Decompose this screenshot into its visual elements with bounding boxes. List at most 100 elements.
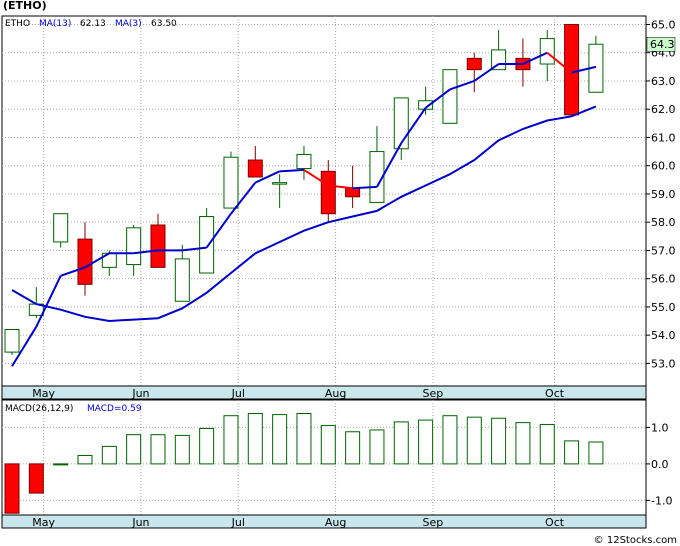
chart-title: (ETHO) — [3, 0, 47, 12]
ma3-segment — [546, 51, 573, 74]
macd-xtick-label: Sep — [423, 516, 444, 529]
candle — [223, 151, 239, 209]
candle — [564, 23, 580, 116]
macd-x-strip — [1, 514, 647, 529]
price-ytick-label: 65.0 — [651, 18, 676, 31]
candle-body — [564, 23, 580, 116]
legend-ma13-label: MA(13) — [39, 19, 71, 29]
macd-bar — [418, 419, 434, 465]
macd-legend-value: MACD=0.59 — [87, 404, 142, 414]
candle — [53, 213, 69, 248]
ma3-segment — [133, 249, 159, 255]
last-price-box — [646, 36, 676, 52]
price-ytick-label: 53.0 — [651, 357, 676, 370]
legend-ma3-label: MA(3) — [115, 19, 142, 29]
ma13-line — [11, 105, 597, 323]
macd-bar — [247, 413, 263, 465]
candle — [369, 126, 385, 203]
ma3-segment — [230, 182, 257, 215]
macd-ytick-label: -1.0 — [651, 494, 672, 507]
candle-body — [77, 238, 93, 285]
candles — [4, 23, 604, 355]
candle-body — [320, 170, 336, 215]
ma3-segment — [473, 63, 500, 82]
macd-bar — [296, 413, 312, 465]
macd-ytick-label: 1.0 — [651, 421, 669, 434]
ma3-segment — [60, 266, 86, 277]
candle — [272, 174, 288, 209]
macd-xtick-label: Jun — [131, 516, 149, 529]
macd-bar — [53, 463, 69, 466]
price-ytick-label: 61.0 — [651, 131, 676, 144]
macd-bar — [199, 427, 215, 465]
macd-bar — [28, 463, 44, 494]
legend-ma13-value: 62.13 — [80, 19, 106, 29]
macd-bar — [4, 463, 20, 514]
candle-body — [296, 153, 312, 170]
candle-body — [223, 156, 239, 209]
macd-bar — [466, 416, 482, 465]
ma3-segment — [352, 185, 378, 190]
price-xtick-label: Aug — [325, 387, 346, 400]
price-x-strip — [1, 385, 647, 400]
ma3-segment — [376, 142, 403, 188]
macd-x-axis: May Jun Jul Aug Sep Oct — [1, 514, 647, 529]
macd-xtick-label: Aug — [325, 516, 346, 529]
macd-bar — [272, 414, 288, 465]
macd-legend-label: MACD(26,12,9) — [5, 404, 73, 414]
price-xtick-label: May — [32, 387, 55, 400]
macd-bar — [174, 434, 190, 465]
ma3-segment — [11, 326, 38, 367]
candle-body — [174, 258, 190, 302]
macd-bar — [126, 434, 142, 465]
candle-body — [369, 151, 385, 203]
macd-bar — [491, 417, 507, 465]
macd-legend: MACD(26,12,9) MACD=0.59 — [5, 404, 142, 414]
candle — [466, 52, 482, 93]
candle-body — [150, 224, 166, 268]
macd-bar — [369, 429, 385, 465]
macd-bar — [564, 440, 580, 465]
macd-xtick-label: Oct — [545, 516, 565, 529]
candle — [150, 213, 166, 268]
macd-bar — [393, 421, 409, 465]
last-price-label: 64.3 — [650, 38, 675, 51]
price-ytick-label: 63.0 — [651, 75, 676, 88]
price-ytick-label: 58.0 — [651, 216, 676, 229]
ma3-segment — [182, 246, 207, 252]
candle-body — [393, 97, 409, 150]
price-xtick-label: Sep — [423, 387, 444, 400]
legend-symbol: ETHO — [5, 19, 30, 29]
price-legend: ETHO MA(13) 62.13 MA(3) 63.50 — [5, 19, 177, 29]
ma3-segment — [254, 170, 281, 184]
candle — [539, 30, 555, 81]
candle-body — [4, 329, 20, 353]
ma3-segment — [449, 80, 475, 91]
macd-bar — [223, 415, 239, 465]
legend-ma3-value: 63.50 — [151, 19, 177, 29]
candle — [247, 145, 263, 178]
macd-y-axis: 1.0 0.0 -1.0 — [646, 421, 672, 507]
candle — [588, 35, 604, 93]
candle-body — [126, 227, 142, 266]
price-ytick-label: 60.0 — [651, 160, 676, 173]
ma3-line — [11, 51, 597, 367]
candle — [4, 329, 20, 355]
watermark: © 12Stocks.com — [593, 535, 677, 546]
ma3-segment — [328, 184, 353, 190]
macd-bar — [515, 422, 531, 465]
candle — [77, 222, 93, 296]
candle-body — [539, 38, 555, 65]
candle-body — [272, 182, 288, 185]
candle-body — [53, 213, 69, 243]
macd-xtick-label: Jul — [231, 516, 245, 529]
price-ytick-label: 56.0 — [651, 273, 676, 286]
ma3-segment — [205, 213, 232, 249]
macd-bar — [539, 423, 555, 465]
price-ytick-label: 57.0 — [651, 244, 676, 257]
candle-body — [199, 216, 215, 274]
macd-bar — [345, 431, 361, 465]
macd-bar — [442, 415, 458, 465]
candle-body — [345, 187, 361, 198]
